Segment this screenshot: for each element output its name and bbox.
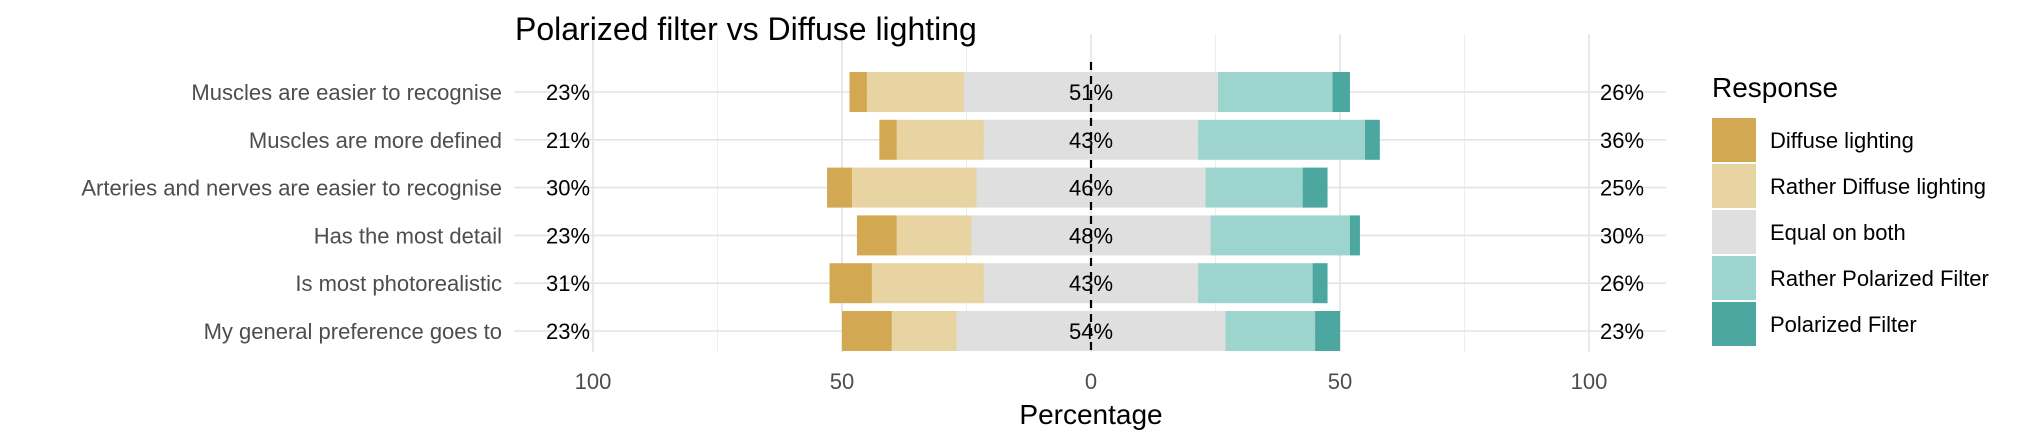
x-tick-labels: 100 50 0 50 100 bbox=[575, 369, 1608, 394]
bar-segment-diffuse-lighting bbox=[829, 263, 872, 304]
center-percent-label: 43% bbox=[1069, 271, 1113, 296]
left-percent-label: 21% bbox=[546, 128, 590, 153]
category-label: Muscles are more defined bbox=[249, 128, 502, 153]
bar-segment-rather-polarized-filter bbox=[1225, 311, 1316, 351]
legend-key-polarized-filter bbox=[1712, 302, 1756, 346]
category-label: Muscles are easier to recognise bbox=[191, 80, 502, 105]
category-label: Has the most detail bbox=[314, 223, 502, 248]
bar-segment-polarized-filter bbox=[1364, 119, 1380, 160]
right-percent-label: 30% bbox=[1600, 223, 1644, 248]
bar-segment-polarized-filter bbox=[1332, 72, 1350, 112]
left-percent-label: 31% bbox=[546, 271, 590, 296]
legend-label: Rather Diffuse lighting bbox=[1770, 174, 1986, 199]
center-percent-label: 51% bbox=[1069, 80, 1113, 105]
bar-segment-diffuse-lighting bbox=[842, 311, 892, 351]
legend-label: Diffuse lighting bbox=[1770, 128, 1914, 153]
legend-key-rather-diffuse-lighting bbox=[1712, 164, 1756, 208]
bar-segment-polarized-filter bbox=[1312, 263, 1328, 304]
legend-label: Polarized Filter bbox=[1770, 312, 1917, 337]
bar-segment-rather-polarized-filter bbox=[1210, 215, 1350, 256]
bar-segment-equal-on-both bbox=[983, 263, 1199, 304]
left-percent-label: 23% bbox=[546, 319, 590, 344]
x-tick-label: 50 bbox=[830, 369, 854, 394]
x-tick-label: 0 bbox=[1085, 369, 1097, 394]
x-tick-label: 100 bbox=[575, 369, 612, 394]
legend-key-rather-polarized-filter bbox=[1712, 256, 1756, 300]
center-percent-label: 54% bbox=[1069, 319, 1113, 344]
bar-segment-polarized-filter bbox=[1315, 311, 1340, 351]
category-label: Is most photorealistic bbox=[295, 271, 502, 296]
left-percent-label: 30% bbox=[546, 176, 590, 201]
legend-label: Rather Polarized Filter bbox=[1770, 266, 1989, 291]
bar-segment-polarized-filter bbox=[1349, 215, 1360, 256]
left-percent-label: 23% bbox=[546, 223, 590, 248]
x-tick-label: 50 bbox=[1328, 369, 1352, 394]
center-percent-label: 43% bbox=[1069, 128, 1113, 153]
legend-key-equal-on-both bbox=[1712, 210, 1756, 254]
category-label: Arteries and nerves are easier to recogn… bbox=[81, 176, 502, 201]
bar-segment-rather-diffuse-lighting bbox=[851, 167, 977, 208]
left-percent-label: 23% bbox=[546, 80, 590, 105]
right-percent-label: 26% bbox=[1600, 271, 1644, 296]
bar-segment-rather-diffuse-lighting bbox=[871, 263, 984, 304]
bar-segment-rather-polarized-filter bbox=[1205, 167, 1303, 208]
category-labels: Muscles are easier to recognise Muscles a… bbox=[81, 80, 502, 344]
bars bbox=[827, 72, 1380, 351]
bar-segment-rather-diffuse-lighting bbox=[896, 119, 984, 160]
x-tick-label: 100 bbox=[1571, 369, 1608, 394]
bar-segment-rather-diffuse-lighting bbox=[896, 215, 972, 256]
bar-segment-diffuse-lighting bbox=[879, 119, 897, 160]
legend-title: Response bbox=[1712, 72, 1838, 103]
bar-segment-rather-polarized-filter bbox=[1198, 119, 1365, 160]
bar-segment-rather-diffuse-lighting bbox=[866, 72, 965, 112]
legend-label: Equal on both bbox=[1770, 220, 1906, 245]
right-percent-label: 26% bbox=[1600, 80, 1644, 105]
bar-segment-diffuse-lighting bbox=[827, 167, 852, 208]
bar-segment-diffuse-lighting bbox=[856, 215, 897, 256]
category-label: My general preference goes to bbox=[204, 319, 502, 344]
right-percent-label: 25% bbox=[1600, 176, 1644, 201]
bar-segment-rather-diffuse-lighting bbox=[891, 311, 957, 351]
bar-segment-diffuse-lighting bbox=[849, 72, 867, 112]
center-percent-label: 46% bbox=[1069, 176, 1113, 201]
bar-segment-polarized-filter bbox=[1302, 167, 1328, 208]
x-axis-title: Percentage bbox=[1019, 399, 1162, 430]
center-percent-label: 48% bbox=[1069, 223, 1113, 248]
data-labels: 23% 51% 26% 21% 43% 36% 30% 46% 25% 23% 48% 30% 31% 4… bbox=[546, 80, 1644, 344]
bar-segment-rather-polarized-filter bbox=[1198, 263, 1313, 304]
bar-segment-rather-polarized-filter bbox=[1217, 72, 1333, 112]
right-percent-label: 23% bbox=[1600, 319, 1644, 344]
legend: Response Diffuse lighting Rather Diffuse … bbox=[1712, 72, 1989, 346]
chart-title: Polarized filter vs Diffuse lighting bbox=[515, 11, 977, 47]
right-percent-label: 36% bbox=[1600, 128, 1644, 153]
legend-key-diffuse-lighting bbox=[1712, 118, 1756, 162]
